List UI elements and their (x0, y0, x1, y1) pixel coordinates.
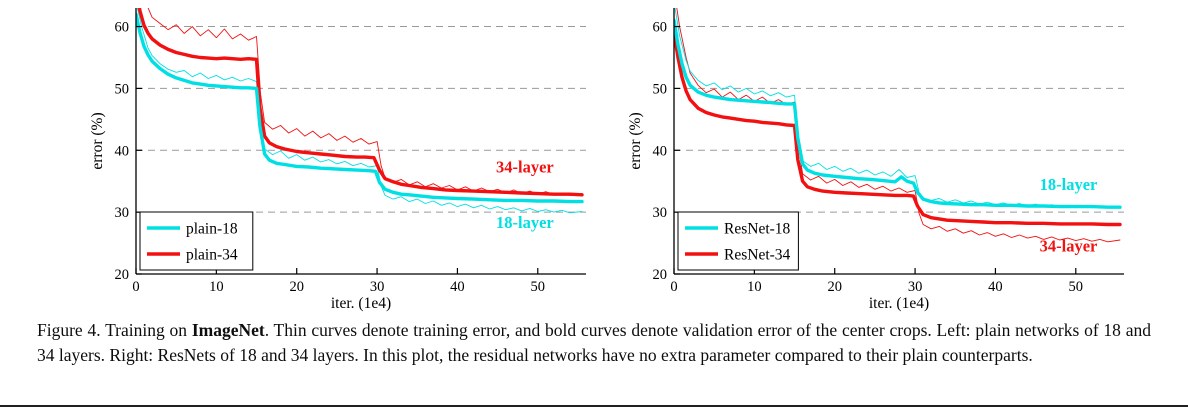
annotation-18-layer: 18-layer (1040, 175, 1098, 194)
series-group (136, 8, 584, 214)
figure-4: 0 10 20 30 40 50 20 30 40 50 60 iter. (1e4) error (%… (0, 2, 1188, 368)
x-tick-label: 40 (988, 279, 1003, 295)
x-tick-label: 20 (827, 279, 842, 295)
annotation-18-layer: 18-layer (496, 213, 554, 232)
y-tick-label: 30 (115, 205, 130, 221)
y-tick-label: 40 (653, 143, 668, 159)
y-tick-label: 60 (115, 20, 130, 36)
y-tick-label: 60 (653, 20, 668, 36)
legend-label-plain-18: plain-18 (186, 221, 238, 238)
figure-caption: Figure 4. Training on ImageNet. Thin cur… (37, 318, 1151, 368)
x-axis-label: iter. (1e4) (331, 295, 391, 312)
right-chart-resnets: 0 10 20 30 40 50 20 30 40 50 60 iter. (1e4) error (%… (627, 8, 1124, 312)
y-axis-label: error (%) (89, 112, 106, 169)
series-plain-18-training-thin (136, 8, 583, 214)
series-ResNet-34-training-thin (676, 8, 1121, 243)
series-plain-34-validation-bold (137, 8, 584, 197)
legend-label-plain-34: plain-34 (186, 247, 238, 264)
series-ResNet-18-validation-bold (674, 18, 1122, 209)
x-axis-label: iter. (1e4) (869, 295, 929, 312)
x-tick-label: 20 (289, 279, 304, 295)
series-plain-18-validation-bold (136, 12, 584, 204)
annotation-34-layer: 34-layer (496, 158, 554, 177)
legend-label-ResNet-34: ResNet-34 (724, 247, 791, 264)
legend-box (139, 211, 254, 271)
bottom-rule (0, 405, 1188, 407)
x-tick-label: 40 (450, 279, 465, 295)
y-axis-label: error (%) (627, 112, 644, 169)
annotation-34-layer: 34-layer (1040, 237, 1098, 256)
x-tick-label: 0 (670, 279, 677, 295)
y-tick-label: 50 (653, 81, 668, 97)
x-tick-label: 10 (747, 279, 762, 295)
y-tick-label: 30 (653, 205, 668, 221)
legend-box (677, 211, 799, 271)
caption-imagenet-bold: ImageNet (191, 320, 265, 340)
x-tick-label: 50 (531, 279, 546, 295)
series-group (674, 8, 1122, 243)
x-tick-label: 50 (1069, 279, 1084, 295)
charts-row: 0 10 20 30 40 50 20 30 40 50 60 iter. (1e4) error (%… (88, 2, 1188, 312)
y-tick-label: 40 (115, 143, 130, 159)
x-tick-label: 0 (132, 279, 139, 295)
caption-suffix: . Thin curves denote training error, and… (37, 320, 1151, 365)
caption-prefix: Figure 4. Training on (37, 320, 192, 340)
x-tick-label: 30 (370, 279, 385, 295)
legend-label-ResNet-18: ResNet-18 (724, 221, 791, 238)
series-ResNet-34-validation-bold (674, 31, 1122, 227)
x-tick-label: 10 (209, 279, 224, 295)
x-tick-label: 30 (908, 279, 923, 295)
y-tick-label: 20 (653, 267, 668, 283)
y-tick-label: 50 (115, 81, 130, 97)
left-chart-plain-networks: 0 10 20 30 40 50 20 30 40 50 60 iter. (1e4) error (%… (89, 8, 586, 312)
y-tick-label: 20 (115, 267, 130, 283)
